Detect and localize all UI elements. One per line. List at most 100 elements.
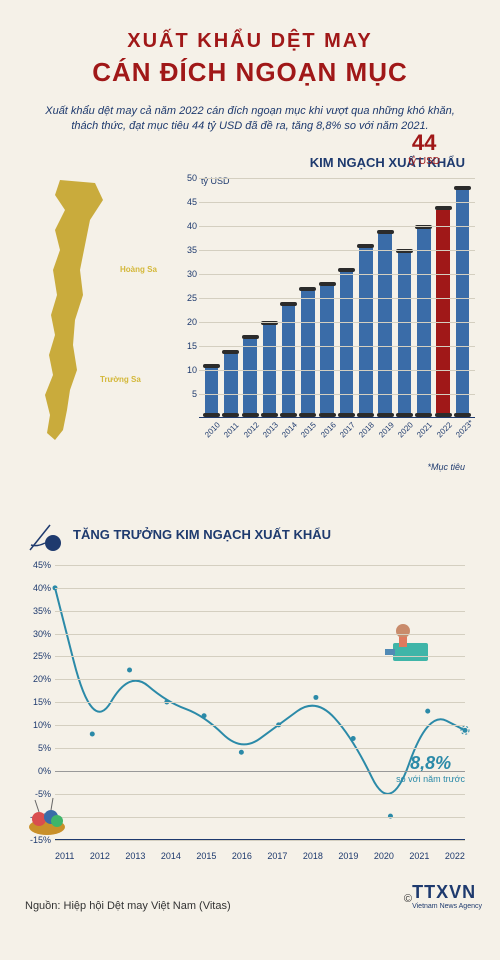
bar-chart: 44 tỷ USD 5101520253035404550 tỷ USD 201… <box>175 178 475 438</box>
yarn-basket-icon <box>25 795 70 835</box>
bar-highlight-unit: tỷ USD <box>408 156 440 167</box>
gridline <box>199 202 475 203</box>
bar-highlight-label: 44 tỷ USD <box>408 130 440 167</box>
line-y-tick-label: 20% <box>33 674 51 684</box>
line-y-tick-label: 25% <box>33 651 51 661</box>
line-gridline <box>55 840 465 841</box>
bar-spool <box>261 321 278 417</box>
bar-footnote: *Mục tiêu <box>175 462 475 472</box>
callout-text: so với năm trước <box>396 774 465 784</box>
y-tick-label: 30 <box>187 269 197 279</box>
line-y-tick-label: 10% <box>33 720 51 730</box>
gridline <box>199 250 475 251</box>
line-x-tick-label: 2020 <box>374 851 394 861</box>
x-tick-label: 2011 <box>222 421 240 439</box>
line-plot-area: 8,8% so với năm trước <box>55 565 465 840</box>
bar-spool <box>319 282 336 416</box>
y-tick-label: 50 <box>187 173 197 183</box>
x-tick-label: 2019 <box>377 421 395 439</box>
y-tick-label: 40 <box>187 221 197 231</box>
line-x-labels: 2011 2012 2013 2014 2015 2016 2017 2018 2019 2020… <box>55 851 465 861</box>
bar-spool <box>435 206 452 417</box>
x-tick-label: 2010 <box>203 421 221 439</box>
line-x-tick-label: 2015 <box>196 851 216 861</box>
bar-spool <box>242 335 259 417</box>
x-tick-label: 2022 <box>435 421 453 439</box>
y-tick-label: 45 <box>187 197 197 207</box>
line-gridline <box>55 748 465 749</box>
title-line1: XUẤT KHẨU DỆT MAY <box>25 30 475 53</box>
line-gridline <box>55 794 465 795</box>
bar-spool <box>203 364 220 417</box>
line-y-tick-label: 35% <box>33 606 51 616</box>
bar-spool <box>222 350 239 417</box>
line-gridline <box>55 656 465 657</box>
line-x-tick-label: 2019 <box>338 851 358 861</box>
line-gridline <box>55 679 465 680</box>
bar-spool <box>415 225 432 417</box>
bar-x-labels: 2010201120122013201420152016201720182019… <box>203 433 471 442</box>
x-tick-label: 2014 <box>280 421 298 439</box>
subtitle: Xuất khẩu dệt may cả năm 2022 cán đích n… <box>35 104 465 135</box>
line-x-tick-label: 2014 <box>161 851 181 861</box>
bar-spool <box>299 287 316 417</box>
y-tick-label: 10 <box>187 365 197 375</box>
line-y-tick-label: 30% <box>33 629 51 639</box>
line-x-tick-label: 2018 <box>303 851 323 861</box>
title-block: XUẤT KHẨU DỆT MAY CÁN ĐÍCH NGOẠN MỤC <box>25 30 475 88</box>
y-tick-label: 15 <box>187 341 197 351</box>
gridline <box>199 370 475 371</box>
x-tick-label: 2023* <box>454 421 472 439</box>
vietnam-map-region: Hoàng Sa Trường Sa <box>25 155 175 485</box>
line-x-tick-label: 2013 <box>125 851 145 861</box>
gridline <box>199 346 475 347</box>
y-tick-label: 5 <box>192 389 197 399</box>
gridline <box>199 226 475 227</box>
x-tick-label: 2013 <box>261 421 279 439</box>
line-x-tick-label: 2012 <box>90 851 110 861</box>
logo-main: TTXVN <box>412 882 482 903</box>
x-tick-label: 2016 <box>319 421 337 439</box>
title-line2: CÁN ĐÍCH NGOẠN MỤC <box>25 57 475 88</box>
gridline <box>199 298 475 299</box>
y-tick-label: 35 <box>187 245 197 255</box>
x-tick-label: 2018 <box>357 421 375 439</box>
logo-sub: Vietnam News Agency <box>412 903 482 910</box>
map-label-truongsa: Trường Sa <box>100 375 141 384</box>
bar-spool <box>357 244 374 417</box>
line-gridline <box>55 725 465 726</box>
gridline <box>199 274 475 275</box>
gridline <box>199 322 475 323</box>
line-y-tick-label: -15% <box>30 835 51 845</box>
line-gridline <box>55 588 465 589</box>
line-x-tick-label: 2017 <box>267 851 287 861</box>
line-gridline <box>55 702 465 703</box>
line-chart-title: TĂNG TRƯỞNG KIM NGẠCH XUẤT KHẨU <box>73 527 331 542</box>
line-gridline <box>55 565 465 566</box>
y-tick-label: 20 <box>187 317 197 327</box>
gridline <box>199 178 475 179</box>
line-chart-section-title: TĂNG TRƯỞNG KIM NGẠCH XUẤT KHẨU <box>25 515 475 555</box>
x-tick-label: 2015 <box>299 421 317 439</box>
line-x-tick-label: 2011 <box>55 851 74 861</box>
bar-spool <box>280 302 297 417</box>
line-x-tick-label: 2022 <box>445 851 465 861</box>
line-y-tick-label: 0% <box>38 766 51 776</box>
bar-plot-area <box>199 178 475 418</box>
x-tick-label: 2020 <box>396 421 414 439</box>
line-x-tick-label: 2016 <box>232 851 252 861</box>
map-label-hoangsa: Hoàng Sa <box>120 265 157 274</box>
line-gridline <box>55 817 465 818</box>
line-y-tick-label: 5% <box>38 743 51 753</box>
line-callout: 8,8% so với năm trước <box>396 753 465 784</box>
line-y-tick-label: 40% <box>33 583 51 593</box>
line-chart: -15%-10%-5%0%5%10%15%20%25%30%35%40%45% … <box>25 565 475 865</box>
bar-highlight-value: 44 <box>408 130 440 156</box>
bar-y-axis: 5101520253035404550 <box>175 178 199 418</box>
line-y-tick-label: 45% <box>33 560 51 570</box>
agency-logo: TTXVN Vietnam News Agency <box>412 882 482 910</box>
line-y-tick-label: 15% <box>33 697 51 707</box>
line-x-tick-label: 2021 <box>409 851 429 861</box>
bar-spool <box>454 186 471 416</box>
y-tick-label: 25 <box>187 293 197 303</box>
